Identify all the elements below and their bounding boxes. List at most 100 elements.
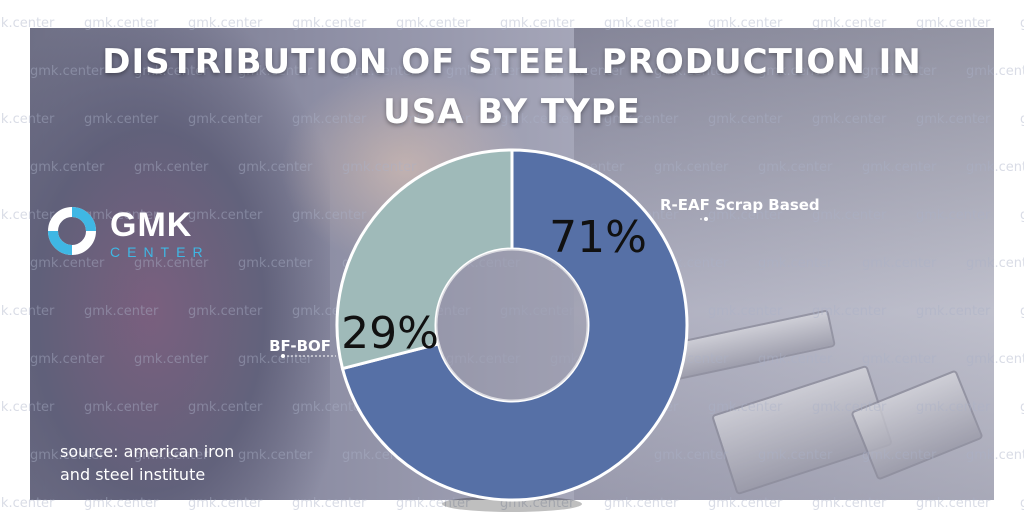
watermark-text: gmk.center xyxy=(812,112,887,127)
watermark-text: gmk.center xyxy=(1020,112,1024,127)
watermark-text: gmk.center xyxy=(238,448,313,463)
category-label-1: R-EAF Scrap Based xyxy=(660,196,820,214)
watermark-text: gmk.center xyxy=(0,496,55,511)
watermark-text: gmk.center xyxy=(0,16,55,31)
source-line-1: source: american iron xyxy=(60,442,235,461)
watermark-text: gmk.center xyxy=(1020,496,1024,511)
watermark-text: gmk.center xyxy=(238,160,313,175)
watermark-text: gmk.center xyxy=(134,352,209,367)
watermark-text: gmk.center xyxy=(708,208,783,223)
watermark-text: gmk.center xyxy=(500,304,574,319)
watermark-text: gmk.center xyxy=(446,64,521,79)
watermark-text: gmk.center xyxy=(238,256,313,271)
watermark-text: gmk.center xyxy=(84,496,159,511)
watermark-text: gmk.center xyxy=(654,160,729,175)
watermark-text: gmk.center xyxy=(292,112,367,127)
watermark-text: gmk.center xyxy=(188,496,263,511)
watermark-text: gmk.center xyxy=(708,400,783,415)
percent-label-1: 71% xyxy=(549,212,647,263)
watermark-text: gmk.center xyxy=(30,64,105,79)
watermark-text: gmk.center xyxy=(966,448,1024,463)
watermark-text: gmk.center xyxy=(708,16,783,31)
watermark-text: gmk.center xyxy=(396,112,471,127)
watermark-text: gmk.center xyxy=(862,352,937,367)
watermark-text: gmk.center xyxy=(134,64,209,79)
chart-title-line-1: DISTRIBUTION OF STEEL PRODUCTION IN xyxy=(102,42,922,82)
watermark-text: gmk.center xyxy=(654,64,729,79)
watermark-text: gmk.center xyxy=(916,16,991,31)
watermark-text: gmk.center xyxy=(758,64,833,79)
watermark-text: gmk.center xyxy=(188,16,263,31)
donut-shadow xyxy=(442,496,582,512)
watermark-text: gmk.center xyxy=(342,64,417,79)
watermark-text: gmk.center xyxy=(862,64,937,79)
watermark-text: gmk.center xyxy=(0,400,55,415)
watermark-text: gmk.center xyxy=(708,304,783,319)
percent-label-2: 29% xyxy=(341,308,439,359)
watermark-text: gmk.center xyxy=(0,208,55,223)
watermark-text: gmk.center xyxy=(188,304,263,319)
donut-slice-1 xyxy=(340,148,689,502)
watermark-text: gmk.center xyxy=(188,400,263,415)
watermark-text: gmk.center xyxy=(134,160,209,175)
watermark-text: gmk.center xyxy=(604,112,679,127)
watermark-text: gmk.center xyxy=(812,304,887,319)
watermark-text: gmk.center xyxy=(238,352,313,367)
logo-text: GMK xyxy=(110,206,193,244)
watermark-text: gmk.center xyxy=(916,112,991,127)
watermark-text: gmk.center xyxy=(30,160,105,175)
watermark-text: gmk.center xyxy=(84,112,159,127)
watermark-text: gmk.center xyxy=(446,352,520,367)
chart-title-line-2: USA BY TYPE xyxy=(383,92,641,132)
watermark-text: gmk.center xyxy=(292,400,367,415)
watermark-text: gmk.center xyxy=(1020,16,1024,31)
watermark-text: gmk.center xyxy=(654,448,729,463)
watermark-text: gmk.center xyxy=(238,64,313,79)
watermark-text: gmk.center xyxy=(550,64,625,79)
watermark-text: gmk.center xyxy=(292,208,367,223)
watermark-text: gmk.center xyxy=(30,448,105,463)
watermark-text: gmk.center xyxy=(966,64,1024,79)
leader-dot-1 xyxy=(704,217,708,221)
watermark-text: gmk.center xyxy=(812,16,887,31)
watermark-text: gmk.center xyxy=(916,304,991,319)
watermark-text: gmk.center xyxy=(966,160,1024,175)
watermark-text: gmk.center xyxy=(84,304,159,319)
watermark-text: gmk.center xyxy=(812,496,887,511)
watermark-text: gmk.center xyxy=(812,400,887,415)
watermark-text: gmk.center xyxy=(708,496,783,511)
watermark-text: gmk.center xyxy=(342,160,417,175)
watermark-text: gmk.center xyxy=(30,352,105,367)
source-note: source: american iron and steel institut… xyxy=(60,440,300,486)
logo-subtext: CENTER xyxy=(110,244,210,260)
watermark-text: gmk.center xyxy=(0,112,55,127)
watermark-text: gmk.center xyxy=(1020,304,1024,319)
watermark-text: gmk.center xyxy=(30,256,105,271)
watermark-text: gmk.center xyxy=(292,16,367,31)
watermark-text: gmk.center xyxy=(758,256,833,271)
watermark-text: gmk.center xyxy=(862,160,937,175)
watermark-text: gmk.center xyxy=(966,256,1024,271)
watermark-text: gmk.center xyxy=(758,160,833,175)
watermark-text: gmk.center xyxy=(916,208,991,223)
watermark-text: gmk.center xyxy=(708,112,783,127)
category-label-2: BF-BOF xyxy=(269,337,331,355)
watermark-text: gmk.center xyxy=(134,256,209,271)
watermark-text: gmk.center xyxy=(0,304,55,319)
watermark-text: gmk.center xyxy=(916,496,991,511)
gmk-logo-icon xyxy=(48,207,96,255)
watermark-text: gmk.center xyxy=(1020,400,1024,415)
watermark-text: gmk.center xyxy=(604,496,679,511)
watermark-text: gmk.center xyxy=(758,352,833,367)
watermark-text: gmk.center xyxy=(862,448,937,463)
watermark-text: gmk.center xyxy=(396,496,471,511)
watermark-text: gmk.center xyxy=(500,112,575,127)
watermark-text: gmk.center xyxy=(500,16,575,31)
watermark-text: gmk.center xyxy=(916,400,991,415)
watermark-text: gmk.center xyxy=(966,352,1024,367)
watermark-text: gmk.center xyxy=(134,448,209,463)
watermark-text: gmk.center xyxy=(292,496,367,511)
donut-slice-2 xyxy=(335,148,514,371)
watermark-text: gmk.center xyxy=(862,256,937,271)
